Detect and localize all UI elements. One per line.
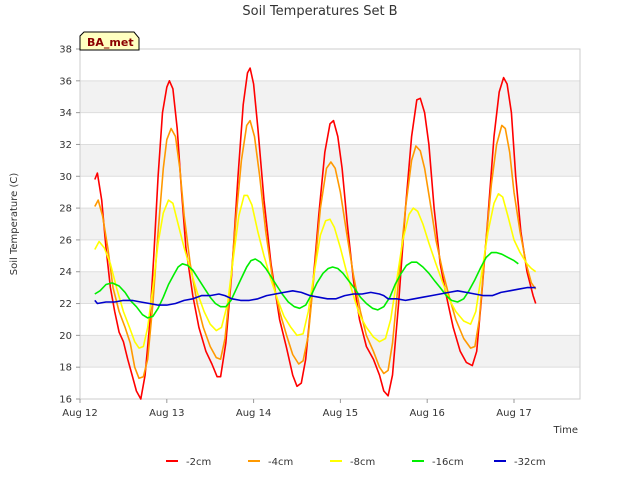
y-tick-label: 16 xyxy=(59,395,72,406)
legend-label: -8cm xyxy=(350,457,375,468)
y-axis-label: Soil Temperature (C) xyxy=(9,173,20,276)
y-tick-label: 38 xyxy=(59,45,72,56)
chart-title: Soil Temperatures Set B xyxy=(242,4,397,19)
legend-label: -16cm xyxy=(432,457,464,468)
x-tick-label: Aug 17 xyxy=(496,408,531,419)
badge-shape xyxy=(79,31,140,51)
station-badge: BA_met xyxy=(79,31,140,51)
series-line-16cm xyxy=(94,251,519,319)
legend-label: -4cm xyxy=(268,457,293,468)
series-line-32cm xyxy=(94,286,536,306)
series-line-2cm xyxy=(94,67,537,400)
series-line-4cm xyxy=(94,119,537,380)
y-tick-label: 20 xyxy=(59,331,72,342)
x-tick-label: Aug 13 xyxy=(149,408,184,419)
y-tick-label: 26 xyxy=(59,235,72,246)
plot-band xyxy=(80,144,580,177)
series-lines xyxy=(94,67,537,400)
plot-band xyxy=(80,335,580,368)
series-line-8cm xyxy=(94,193,537,349)
y-tick-label: 28 xyxy=(59,204,72,215)
x-axis-label: Time xyxy=(553,425,578,436)
y-tick-label: 22 xyxy=(59,299,72,310)
x-tick-label: Aug 12 xyxy=(62,408,97,419)
y-axis: 16 18 20 22 24 26 28 30 32 34 36 38 xyxy=(59,45,80,406)
plot-frame xyxy=(79,48,581,400)
y-tick-label: 30 xyxy=(59,172,72,183)
legend-label: -32cm xyxy=(514,457,546,468)
y-tick-label: 36 xyxy=(59,76,72,87)
legend-label: -2cm xyxy=(186,457,211,468)
x-tick-label: Aug 15 xyxy=(323,408,358,419)
x-tick-label: Aug 16 xyxy=(409,408,444,419)
y-tick-label: 34 xyxy=(59,108,72,119)
y-tick-label: 18 xyxy=(59,363,72,374)
x-axis: Aug 12 Aug 13 Aug 14 Aug 15 Aug 16 Aug 17 xyxy=(62,399,532,419)
y-tick-label: 32 xyxy=(59,140,72,151)
plot-band xyxy=(80,80,580,113)
legend: -2cm -4cm -8cm -16cm -32cm xyxy=(166,457,546,468)
x-tick-label: Aug 14 xyxy=(236,408,271,419)
badge-label: BA_met xyxy=(87,36,134,49)
y-tick-label: 24 xyxy=(59,267,72,278)
